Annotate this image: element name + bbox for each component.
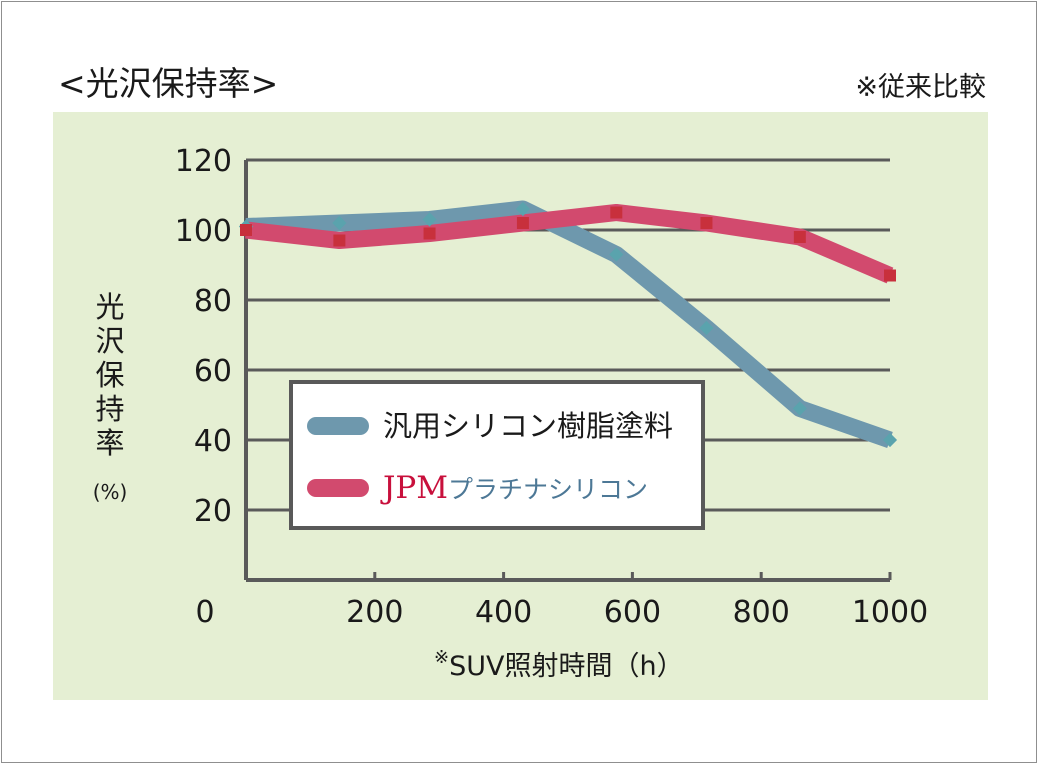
x-tick-label: 400: [475, 595, 532, 630]
y-tick-label: 40: [194, 424, 232, 459]
legend-item-general-silicone: 汎用シリコン樹脂塗料: [303, 406, 699, 446]
series-line-general-silicone: [245, 200, 893, 449]
data-point-jpm-platinum: [700, 217, 713, 229]
y-axis-label-char: 保: [95, 358, 125, 392]
legend-brand-platinum: プラチナシリコン: [448, 475, 649, 504]
legend: 汎用シリコン樹脂塗料 JPMプラチナシリコン: [289, 380, 705, 530]
legend-label-general-silicone: 汎用シリコン樹脂塗料: [383, 409, 674, 443]
legend-label-jpm-platinum: JPMプラチナシリコン: [383, 468, 648, 510]
x-tick-label: 200: [346, 595, 403, 630]
data-point-general-silicone: [515, 201, 530, 217]
comparison-note: ※従来比較: [855, 72, 986, 103]
y-axis-label-char: 光: [95, 290, 125, 324]
origin-label: 0: [195, 595, 214, 630]
tick-layer: 20 40 60 80 100 120 0 200 400 600 800 1000: [175, 144, 928, 630]
data-point-jpm-platinum: [240, 224, 252, 236]
data-point-general-silicone: [609, 247, 624, 262]
y-tick-label: 80: [194, 284, 232, 319]
data-point-general-silicone: [332, 215, 347, 231]
legend-swatch-general-silicone: [307, 417, 369, 435]
data-point-jpm-platinum: [423, 227, 436, 240]
y-axis-label-char: 率: [95, 426, 125, 460]
legend-swatch-jpm-platinum: [307, 479, 369, 497]
data-point-jpm-platinum: [333, 234, 346, 247]
legend-brand-jpm: JPM: [383, 470, 449, 506]
x-axis-label-mark: ※: [434, 647, 450, 668]
y-tick-label: 120: [175, 144, 232, 179]
data-point-jpm-platinum: [793, 231, 806, 243]
data-point-jpm-platinum: [516, 217, 529, 229]
y-tick-label: 60: [194, 354, 232, 389]
data-point-jpm-platinum: [884, 269, 896, 282]
data-point-general-silicone: [422, 212, 437, 227]
y-axis-label: 光沢保持率: [92, 290, 128, 460]
data-point-general-silicone: [882, 432, 898, 448]
series-line-jpm-platinum: [245, 204, 894, 284]
x-tick-label: 800: [733, 595, 790, 630]
x-tick-label: 600: [604, 595, 661, 630]
x-axis-label-text: SUV照射時間（h）: [449, 651, 684, 682]
data-point-general-silicone: [792, 401, 807, 416]
data-point-general-silicone: [699, 320, 714, 336]
chart-title: <光沢保持率>: [58, 64, 279, 103]
y-axis-unit: (%): [92, 480, 128, 504]
series-layer: [238, 200, 898, 449]
y-axis-label-char: 持: [95, 392, 125, 426]
legend-item-jpm-platinum: JPMプラチナシリコン: [303, 468, 699, 508]
data-point-jpm-platinum: [610, 206, 623, 219]
y-tick-label: 20: [194, 494, 232, 529]
y-axis-label-char: 沢: [95, 324, 125, 358]
y-tick-label: 100: [175, 214, 232, 249]
x-axis-label: ※SUV照射時間（h）: [434, 644, 684, 683]
x-tick-label: 1000: [852, 595, 928, 630]
